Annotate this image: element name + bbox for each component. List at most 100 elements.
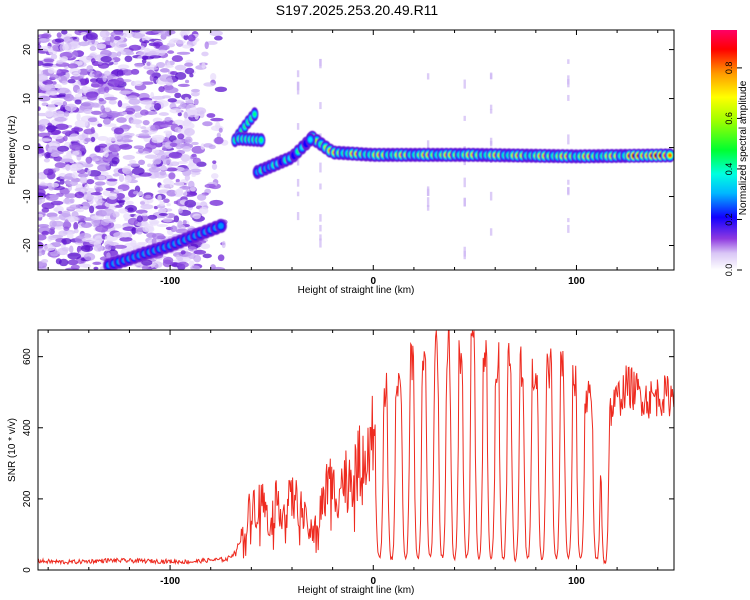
noise-blob	[138, 159, 146, 166]
noise-blob	[56, 32, 62, 38]
noise-blob	[63, 226, 70, 231]
snr-panel: -100 0 100 0 200 400 600 Height of straight li…	[7, 329, 675, 596]
noise-blob	[177, 257, 184, 262]
noise-blob	[215, 121, 221, 130]
noise-blob	[118, 43, 128, 48]
noise-blob	[95, 225, 109, 233]
streak	[296, 87, 300, 95]
noise-blob	[121, 111, 128, 116]
noise-blob	[171, 267, 179, 270]
noise-blob	[164, 87, 179, 94]
noise-blob	[143, 47, 150, 52]
noise-blob	[130, 119, 143, 125]
noise-blob	[38, 125, 44, 130]
noise-blob	[212, 160, 217, 164]
streak	[489, 72, 493, 80]
noise-blob	[152, 41, 163, 47]
noise-blob	[164, 141, 173, 150]
noise-blob	[53, 167, 60, 172]
snr-frame	[37, 329, 675, 571]
noise-blob	[50, 200, 64, 206]
noise-blob	[49, 74, 60, 79]
noise-blob	[138, 133, 150, 137]
noise-blob	[97, 123, 103, 128]
noise-blob	[190, 265, 201, 270]
streak	[319, 162, 322, 173]
noise-blob	[86, 93, 98, 101]
noise-blob	[57, 145, 69, 152]
noise-blob	[42, 63, 54, 67]
noise-blob	[124, 55, 133, 63]
noise-blob	[141, 212, 148, 217]
noise-blob	[140, 99, 154, 105]
noise-blob	[193, 98, 199, 106]
noise-blob	[38, 106, 41, 112]
noise-blob	[157, 194, 162, 202]
noise-blob	[174, 92, 182, 99]
noise-blob	[44, 152, 51, 159]
noise-blob	[123, 196, 130, 201]
y-tick-label: 200	[22, 490, 33, 507]
noise-blob	[176, 39, 184, 48]
noise-blob	[159, 74, 172, 82]
noise-blob	[168, 151, 183, 159]
noise-blob	[117, 64, 130, 70]
colorbar-tick-label: 0.6	[724, 112, 734, 125]
noise-blob	[49, 227, 56, 231]
y-tick-label: -10	[22, 189, 33, 204]
streak	[463, 250, 466, 260]
noise-blob	[144, 154, 158, 159]
noise-blob	[54, 241, 61, 247]
streak	[567, 224, 570, 233]
noise-blob	[50, 250, 59, 257]
noise-blob	[184, 136, 193, 144]
noise-blob	[38, 234, 47, 241]
noise-blob	[67, 217, 75, 223]
line-core	[252, 112, 257, 117]
x-tick-label: -100	[160, 576, 180, 587]
noise-blob	[131, 30, 142, 33]
colorbar-ticks: 0.0 0.2 0.4 0.6 0.8	[724, 62, 742, 276]
noise-blob	[38, 95, 51, 102]
noise-blob	[63, 135, 68, 142]
noise-blob	[64, 219, 69, 227]
y-tick-label: 0	[22, 567, 33, 573]
noise-blob	[41, 258, 49, 264]
noise-blob	[206, 40, 218, 45]
noise-blob	[118, 200, 125, 206]
y-tick-label: 400	[22, 419, 33, 436]
streak	[296, 157, 300, 166]
noise-blob	[158, 212, 168, 216]
noise-blob	[85, 32, 98, 41]
noise-blob	[84, 77, 90, 85]
streak	[319, 234, 322, 241]
noise-blob	[112, 61, 119, 65]
noise-blob	[69, 143, 83, 151]
noise-blob	[178, 104, 192, 110]
noise-blob	[211, 266, 226, 270]
noise-blob	[39, 85, 52, 91]
streak	[426, 197, 430, 208]
noise-blob	[38, 196, 46, 204]
noise-blob	[125, 107, 136, 115]
noise-blob	[141, 58, 147, 64]
noise-blob	[141, 129, 149, 133]
noise-blob	[72, 51, 79, 58]
noise-blob	[69, 133, 80, 141]
noise-blob	[58, 258, 69, 267]
x-tick-label: 0	[370, 276, 376, 287]
noise-blob	[41, 202, 55, 210]
noise-blob	[90, 127, 95, 134]
streak	[567, 134, 570, 145]
noise-blob	[184, 128, 195, 136]
noise-blob	[71, 172, 79, 179]
noise-blob	[81, 101, 95, 109]
noise-blob	[169, 108, 182, 114]
noise-blob	[112, 211, 120, 218]
noise-blob	[51, 182, 60, 188]
noise-blob	[47, 147, 53, 152]
noise-blob	[104, 96, 118, 101]
streak	[463, 79, 466, 89]
noise-blob	[193, 249, 207, 255]
